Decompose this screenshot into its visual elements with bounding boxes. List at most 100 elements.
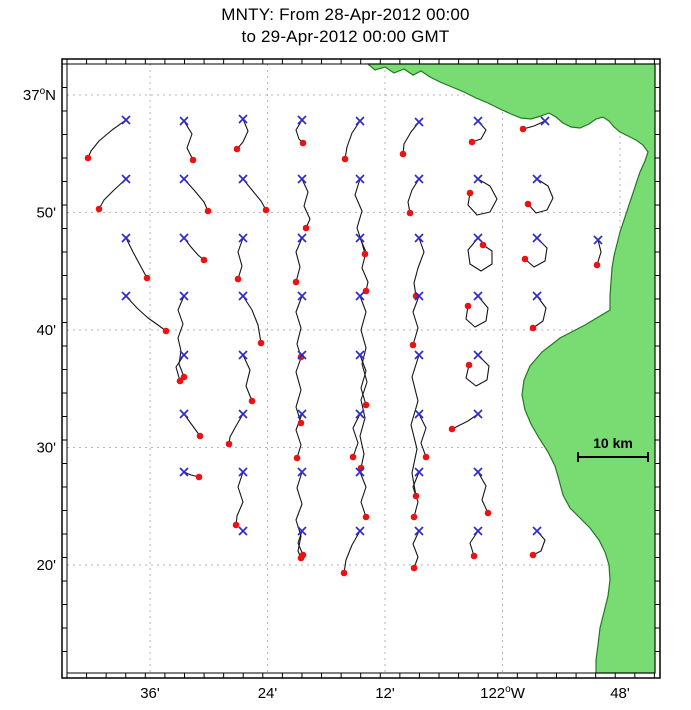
end-marker-dot <box>302 224 310 232</box>
end-marker-dot <box>529 551 537 559</box>
drifter-trajectory <box>527 178 554 214</box>
end-marker-dot <box>362 513 370 521</box>
end-marker-dot <box>248 397 256 405</box>
drifter-trajectory <box>301 178 311 229</box>
start-marker-x <box>532 291 542 301</box>
start-marker-x <box>593 235 603 245</box>
drifter-trajectory <box>125 295 167 332</box>
end-marker-dot <box>465 361 473 369</box>
end-marker-dot <box>484 509 492 517</box>
y-axis-tick-label: 50' <box>36 205 56 222</box>
drifter-trajectory <box>418 413 427 458</box>
drifter-trajectory <box>359 354 367 406</box>
end-marker-dot <box>95 205 103 213</box>
x-axis-tick-label: 122oW <box>480 684 526 702</box>
start-marker-x <box>355 467 365 477</box>
end-marker-dot <box>399 150 407 158</box>
end-marker-dot <box>176 377 184 385</box>
drifter-trajectory <box>297 530 304 556</box>
start-marker-x <box>414 233 424 243</box>
drifter-trajectory <box>467 178 498 216</box>
drifter-trajectory <box>236 118 249 150</box>
drifter-trajectory <box>344 120 361 160</box>
land-polygon <box>366 63 656 674</box>
end-marker-dot <box>234 275 242 283</box>
start-marker-x <box>414 350 424 360</box>
drifter-trajectory <box>524 237 548 268</box>
end-marker-dot <box>84 154 92 162</box>
end-marker-dot <box>189 156 197 164</box>
start-marker-x <box>540 116 550 126</box>
start-marker-x <box>355 233 365 243</box>
end-marker-dot <box>409 341 417 349</box>
scale-bar: 10 km <box>577 435 649 462</box>
figure-title-line-1: MNTY: From 28-Apr-2012 00:00 <box>221 5 470 24</box>
start-marker-x <box>532 526 542 536</box>
start-marker-x <box>121 233 131 243</box>
y-axis-tick-label: 40' <box>36 322 56 339</box>
drifter-trajectory <box>228 413 244 445</box>
start-marker-x <box>473 174 483 184</box>
end-marker-dot <box>341 155 349 163</box>
start-marker-x <box>238 233 248 243</box>
drifter-trajectory <box>451 413 479 430</box>
start-marker-x <box>355 291 365 301</box>
end-marker-dot <box>593 261 601 269</box>
drifter-trajectory <box>465 354 490 387</box>
x-axis-tick-label: 24' <box>258 685 278 702</box>
x-axis-tick-label: 36' <box>140 685 160 702</box>
end-marker-dot <box>262 206 270 214</box>
start-marker-x <box>179 350 189 360</box>
drifter-trajectory <box>407 178 420 214</box>
drifter-trajectory <box>465 295 489 328</box>
drifter-trajectory <box>402 121 420 155</box>
end-marker-dot <box>362 401 370 409</box>
map-frame <box>61 58 661 679</box>
drifter-trajectory <box>98 178 127 210</box>
drifter-trajectory <box>177 295 185 378</box>
start-marker-x <box>297 115 307 125</box>
start-marker-x <box>473 526 483 536</box>
drifter-trajectory <box>242 354 253 402</box>
drifter-trajectory <box>183 120 194 161</box>
end-marker-dot <box>468 138 476 146</box>
end-marker-dot <box>524 200 532 208</box>
end-marker-dot <box>410 513 418 521</box>
drifter-trajectory <box>412 530 420 569</box>
start-marker-x <box>121 115 131 125</box>
end-marker-dot <box>521 255 529 263</box>
drifter-trajectory <box>532 530 546 556</box>
end-marker-dot <box>143 274 151 282</box>
drifter-trajectory <box>295 354 303 424</box>
start-marker-x <box>414 117 424 127</box>
drifter-trajectory <box>359 295 368 469</box>
end-marker-dot <box>470 552 478 560</box>
end-marker-dot <box>257 339 265 347</box>
drifter-trajectory <box>412 295 420 346</box>
start-marker-x <box>355 174 365 184</box>
drifter-trajectory <box>359 237 369 292</box>
drifter-trajectory <box>359 471 367 518</box>
start-marker-x <box>532 174 542 184</box>
y-axis-tick-label: 20' <box>36 557 56 574</box>
end-marker-dot <box>299 551 307 559</box>
drifter-trajectory <box>354 178 366 255</box>
end-marker-dot <box>479 241 487 249</box>
start-marker-x <box>473 409 483 419</box>
drifter-trajectory <box>242 295 262 344</box>
end-marker-dot <box>410 564 418 572</box>
end-marker-dot <box>466 189 474 197</box>
drifter-trajectory <box>352 413 361 458</box>
start-markers <box>121 114 603 536</box>
end-marker-dot <box>519 125 527 133</box>
end-marker-dot <box>349 453 357 461</box>
start-marker-x <box>179 467 189 477</box>
end-marker-dot <box>464 302 472 310</box>
start-marker-x <box>238 174 248 184</box>
start-marker-x <box>297 409 307 419</box>
drifter-trajectory <box>532 295 547 329</box>
start-marker-x <box>355 409 365 419</box>
start-marker-x <box>473 291 483 301</box>
drifter-trajectory <box>471 120 487 143</box>
y-axis-tick-label: 37oN <box>23 86 56 104</box>
